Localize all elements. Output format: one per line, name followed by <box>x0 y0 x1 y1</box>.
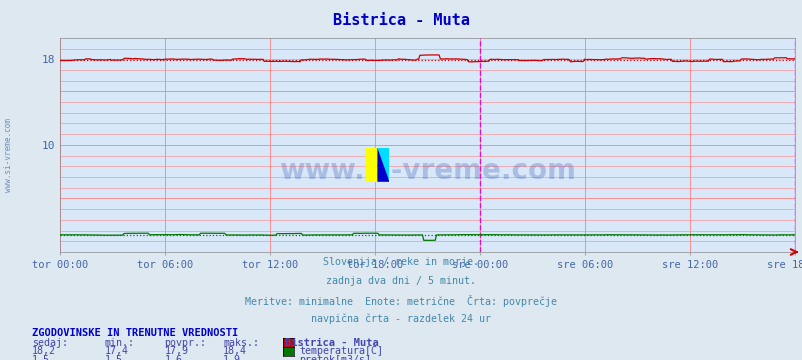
Text: Slovenija / reke in morje.: Slovenija / reke in morje. <box>323 257 479 267</box>
Text: 18,2: 18,2 <box>32 346 56 356</box>
Text: ZGODOVINSKE IN TRENUTNE VREDNOSTI: ZGODOVINSKE IN TRENUTNE VREDNOSTI <box>32 328 238 338</box>
Text: Bistrica - Muta: Bistrica - Muta <box>333 13 469 28</box>
Text: navpična črta - razdelek 24 ur: navpična črta - razdelek 24 ur <box>311 314 491 324</box>
Text: Meritve: minimalne  Enote: metrične  Črta: povprečje: Meritve: minimalne Enote: metrične Črta:… <box>245 295 557 307</box>
Text: 1,9: 1,9 <box>223 355 241 360</box>
Text: 17,9: 17,9 <box>164 346 188 356</box>
Text: maks.:: maks.: <box>223 338 259 348</box>
Text: temperatura[C]: temperatura[C] <box>299 346 383 356</box>
Text: Bistrica - Muta: Bistrica - Muta <box>285 338 379 348</box>
Text: sedaj:: sedaj: <box>32 338 68 348</box>
Text: 1,5: 1,5 <box>104 355 122 360</box>
Text: min.:: min.: <box>104 338 134 348</box>
Text: povpr.:: povpr.: <box>164 338 206 348</box>
Polygon shape <box>377 148 389 182</box>
Text: www.si-vreme.com: www.si-vreme.com <box>279 157 575 185</box>
Text: www.si-vreme.com: www.si-vreme.com <box>3 118 13 192</box>
Text: zadnja dva dni / 5 minut.: zadnja dva dni / 5 minut. <box>326 276 476 286</box>
Text: pretok[m3/s]: pretok[m3/s] <box>299 355 371 360</box>
Polygon shape <box>377 148 389 182</box>
Text: 1,6: 1,6 <box>164 355 182 360</box>
Text: 1,5: 1,5 <box>32 355 50 360</box>
Polygon shape <box>365 148 377 182</box>
Text: 17,4: 17,4 <box>104 346 128 356</box>
Polygon shape <box>365 148 377 182</box>
Text: 18,4: 18,4 <box>223 346 247 356</box>
